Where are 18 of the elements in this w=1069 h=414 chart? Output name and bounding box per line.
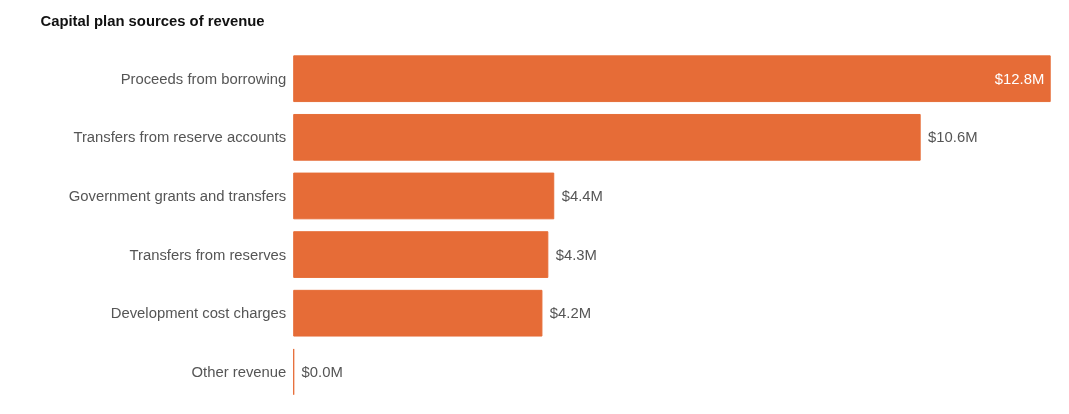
data-label: $0.0M (301, 363, 343, 380)
bar (293, 55, 1051, 103)
y-tick-label: Proceeds from borrowing (120, 70, 287, 87)
data-label: $4.2M (549, 305, 592, 322)
bar (293, 231, 549, 278)
y-tick-label: Development cost charges (110, 305, 287, 322)
data-label: $10.6M (928, 129, 978, 146)
y-tick-label: Transfers from reserve accounts (73, 129, 287, 146)
bar (293, 289, 543, 337)
bar (293, 172, 555, 220)
bar (293, 113, 921, 161)
data-label: $4.4M (561, 187, 603, 204)
text: Capital plan sources of revenue (40, 13, 265, 29)
y-tick-label: Transfers from reserves (129, 246, 287, 263)
y-tick-label: Other revenue (191, 363, 287, 380)
data-label: $4.3M (555, 246, 597, 263)
y-tick-label: Government grants and transfers (68, 187, 287, 204)
data-label: $12.8M (994, 70, 1045, 87)
